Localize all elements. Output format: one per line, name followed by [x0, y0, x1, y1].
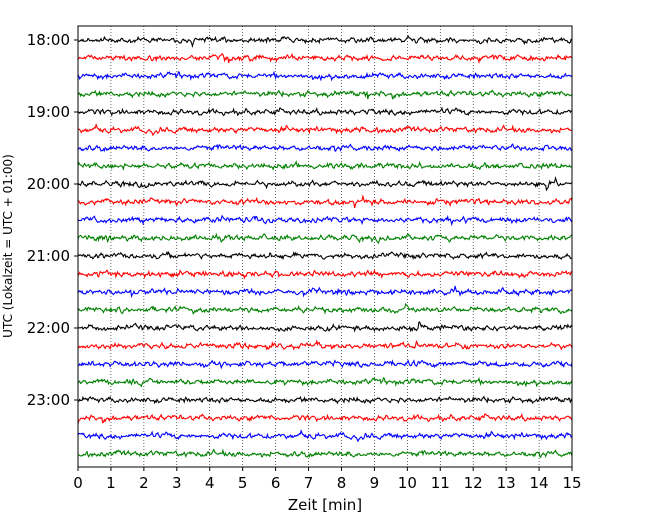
trace-line [77, 232, 573, 245]
y-tick-label: 20:00 [27, 175, 70, 193]
y-axis-label: UTC (Lokalzeit = UTC + 01:00) [1, 154, 15, 338]
y-tick-label: 23:00 [27, 391, 70, 409]
trace-line [77, 321, 572, 333]
x-tick-label: 0 [73, 474, 83, 492]
trace-line [77, 429, 573, 443]
x-axis-label: Zeit [min] [288, 496, 362, 514]
trace-line [77, 194, 573, 209]
trace-line [77, 70, 573, 82]
x-tick-label: 11 [431, 474, 450, 492]
x-tick-label: 10 [398, 474, 417, 492]
trace-line [77, 89, 573, 100]
trace-line [77, 448, 573, 459]
trace-line [77, 302, 573, 315]
trace-line [77, 160, 573, 171]
trace-line [77, 214, 573, 227]
trace-line [77, 359, 573, 370]
trace-line [77, 175, 573, 192]
y-tick-label: 21:00 [27, 247, 70, 265]
trace-line [77, 413, 573, 425]
x-tick-label: 7 [304, 474, 314, 492]
x-tick-label: 12 [464, 474, 483, 492]
x-tick-label: 2 [139, 474, 149, 492]
trace-line [77, 123, 573, 137]
trace-line [77, 268, 573, 280]
x-tick-label: 13 [497, 474, 516, 492]
x-tick-label: 14 [530, 474, 549, 492]
x-tick-label: 4 [205, 474, 215, 492]
x-tick-label: 9 [370, 474, 380, 492]
y-tick-label: 22:00 [27, 319, 70, 337]
x-tick-label: 6 [271, 474, 281, 492]
x-tick-label: 8 [337, 474, 347, 492]
trace-line [77, 250, 573, 261]
y-tick-label: 19:00 [27, 103, 70, 121]
x-tick-label: 1 [106, 474, 116, 492]
trace-line [77, 34, 573, 48]
seismic-traces [77, 34, 573, 459]
x-tick-label: 15 [562, 474, 581, 492]
trace-line [77, 395, 573, 405]
x-tick-label: 5 [238, 474, 248, 492]
y-tick-label: 18:00 [27, 31, 70, 49]
trace-line [77, 285, 573, 299]
x-tick-label: 3 [172, 474, 182, 492]
trace-line [77, 143, 573, 153]
trace-line [77, 106, 573, 117]
y-axis-ticks: 18:00 19:00 20:00 21:00 22:00 23:00 [27, 31, 78, 409]
trace-line [77, 376, 573, 388]
plot-frame [77, 25, 573, 468]
trace-line [77, 52, 573, 65]
x-axis-ticks: 0 1 2 3 4 5 6 7 8 9 10 11 12 13 14 15 [73, 467, 582, 492]
trace-line [77, 339, 573, 351]
